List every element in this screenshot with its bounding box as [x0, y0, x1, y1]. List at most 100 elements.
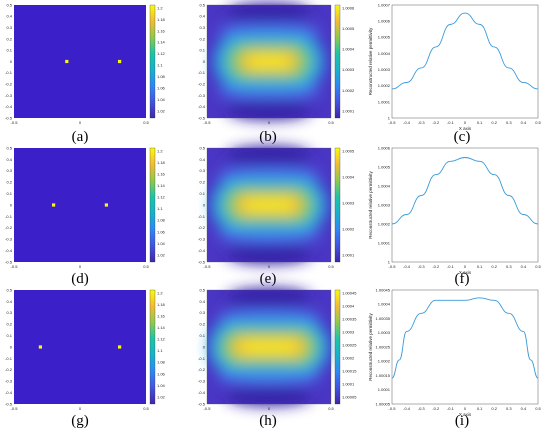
x-tick-label: -0.5 — [204, 406, 212, 411]
y-tick-label: 1.0001 — [378, 387, 391, 392]
y-tick-label: 0.5 — [199, 287, 205, 292]
x-tick-label: 0.2 — [491, 120, 497, 125]
y-tick-label: 1.0004 — [378, 51, 391, 56]
y-tick-label: -0.1 — [198, 356, 206, 361]
x-tick-label: 0.5 — [143, 120, 149, 125]
y-tick-label: 0.1 — [6, 48, 12, 53]
y-tick-label: -0.4 — [5, 248, 13, 253]
y-tick-label: 1.0005 — [378, 164, 391, 169]
scatterer-point — [118, 345, 122, 349]
colorbar-tick-label: 1.18 — [157, 160, 166, 165]
colorbar-tick-label: 1.04 — [157, 383, 166, 388]
y-tick-label: -0.1 — [5, 70, 13, 75]
colorbar-tick-label: 1.04 — [157, 97, 166, 102]
x-tick-label: 0.2 — [491, 264, 497, 269]
colorbar-tick-label: 1.16 — [157, 314, 166, 319]
y-tick-label: 0.4 — [6, 14, 12, 19]
x-tick-label: -0.2 — [432, 264, 440, 269]
y-tick-label: -0.2 — [5, 225, 13, 230]
y-tick-label: 0.2 — [199, 36, 205, 41]
y-tick-label: 0.3 — [199, 168, 205, 173]
colorbar-tick-label: 1.0004 — [342, 303, 355, 308]
y-tick-label: -0.5 — [198, 259, 206, 264]
x-tick-label: -0.4 — [403, 264, 411, 269]
y-tick-label: 0 — [203, 59, 206, 64]
y-axis-label: Reconstructed relative permittivity — [368, 170, 373, 238]
x-tick-label: -0.5 — [11, 120, 19, 125]
y-tick-label: 1.0006 — [378, 145, 391, 150]
y-tick-label: 0.5 — [199, 2, 205, 7]
x-tick-label: 0.4 — [521, 406, 527, 411]
colorbar-tick-label: 1.0005 — [342, 148, 355, 153]
y-tick-label: 1.0003 — [378, 67, 391, 72]
colorbar-tick-label: 1.0002 — [342, 355, 355, 360]
y-tick-label: 1.0007 — [378, 2, 391, 7]
field-frame — [206, 147, 332, 263]
y-tick-label: -0.2 — [5, 82, 13, 87]
scatterer-point — [65, 59, 69, 64]
scatterer-point — [118, 59, 122, 64]
scatterer-point — [104, 203, 108, 207]
y-tick-label: -0.4 — [5, 104, 13, 109]
y-tick-label: -0.5 — [198, 401, 206, 406]
colorbar-tick-label: 1.18 — [157, 302, 166, 307]
x-tick-label: 0.1 — [477, 120, 483, 125]
colorbar — [149, 147, 156, 263]
x-tick-label: 0.1 — [477, 406, 483, 411]
field-peak — [241, 342, 297, 352]
x-tick-label: 0.3 — [506, 406, 512, 411]
y-tick-label: 0.4 — [199, 157, 205, 162]
colorbar-tick-label: 1.2 — [157, 148, 163, 153]
x-tick-label: 0 — [79, 264, 82, 269]
y-tick-label: 0.4 — [199, 299, 205, 304]
x-tick-label: 0.3 — [506, 120, 512, 125]
y-tick-label: 1.0001 — [378, 240, 391, 245]
y-tick-label: 0.3 — [6, 310, 12, 315]
y-tick-label: -0.2 — [198, 367, 206, 372]
colorbar-tick-label: 1.02 — [157, 108, 166, 113]
colorbar-tick-label: 1.14 — [157, 40, 166, 45]
profile-line — [391, 297, 539, 379]
x-tick-label: -0.1 — [447, 264, 455, 269]
x-tick-label: 0 — [79, 406, 82, 411]
colorbar-tick-label: 1.14 — [157, 325, 166, 330]
y-tick-label: 1.00015 — [376, 373, 391, 378]
colorbar — [334, 289, 341, 405]
colorbar-tick-label: 1.08 — [157, 360, 166, 365]
y-tick-label: -0.1 — [5, 356, 13, 361]
y-tick-label: -0.1 — [198, 214, 206, 219]
y-tick-label: -0.3 — [5, 237, 13, 242]
colorbar-tick-label: 1.00035 — [342, 316, 357, 321]
colorbar-tick-label: 1.00005 — [342, 394, 357, 399]
colorbar-tick-label: 1.08 — [157, 74, 166, 79]
panel-caption: (d) — [71, 271, 89, 287]
panel-b: 0.5 0.4 0.3 0.2 0.1 0 -0.1 -0.2 -0.3 -0.4 -0.5-0.5… — [198, 2, 355, 145]
y-tick-label: 1.00005 — [376, 401, 391, 406]
panel-i: 1.00045 1.0004 1.00035 1.0003 1.00025 1.0002 1… — [368, 287, 542, 429]
x-tick-label: 0.2 — [491, 406, 497, 411]
y-tick-label: 1.0002 — [378, 83, 391, 88]
y-tick-label: -0.2 — [198, 225, 206, 230]
x-tick-label: 0.5 — [535, 120, 541, 125]
field-low-top — [226, 3, 312, 23]
colorbar-tick-label: 1.2 — [157, 5, 163, 10]
field-blobs — [214, 3, 324, 120]
y-tick-label: 1.0004 — [378, 183, 391, 188]
colorbar-tick-label: 1.12 — [157, 195, 166, 200]
x-tick-label: 0.5 — [535, 264, 541, 269]
y-tick-label: -0.3 — [198, 379, 206, 384]
y-tick-label: 1 — [388, 115, 391, 120]
profile-axes — [391, 4, 539, 119]
y-tick-label: 0.5 — [199, 145, 205, 150]
x-tick-label: -0.4 — [403, 120, 411, 125]
colorbar-tick-label: 1.0001 — [342, 381, 355, 386]
x-tick-label: -0.1 — [447, 406, 455, 411]
y-tick-label: 1 — [388, 259, 391, 264]
colorbar-tick-label: 1.06 — [157, 86, 166, 91]
y-tick-label: -0.3 — [198, 93, 206, 98]
panel-e: 0.5 0.4 0.3 0.2 0.1 0 -0.1 -0.2 -0.3 -0.4 -0.5-0.5… — [198, 145, 355, 287]
y-tick-label: 0.2 — [199, 322, 205, 327]
colorbar-tick-label: 1.1 — [157, 348, 163, 353]
colorbar-tick-label: 1.0001 — [342, 252, 355, 257]
panel-f: 1.00061.00051.00041.00031.00021.00011-0.… — [368, 145, 542, 287]
